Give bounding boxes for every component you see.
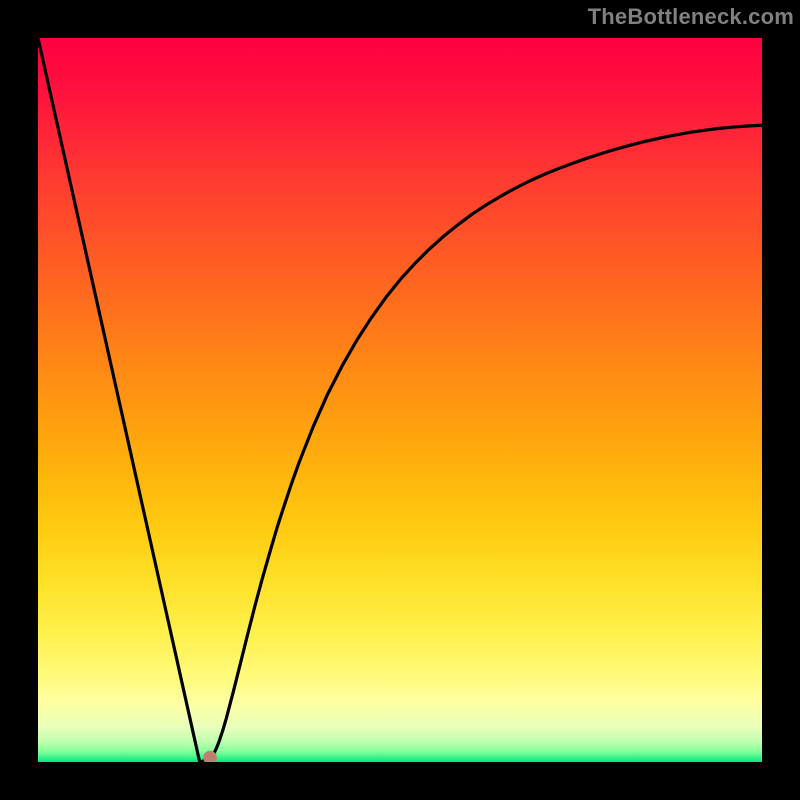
chart-page: TheBottleneck.com xyxy=(0,0,800,800)
plot-area xyxy=(38,38,762,762)
gradient-background xyxy=(38,38,762,762)
bottleneck-curve-chart xyxy=(38,38,762,762)
watermark-text: TheBottleneck.com xyxy=(588,4,794,30)
